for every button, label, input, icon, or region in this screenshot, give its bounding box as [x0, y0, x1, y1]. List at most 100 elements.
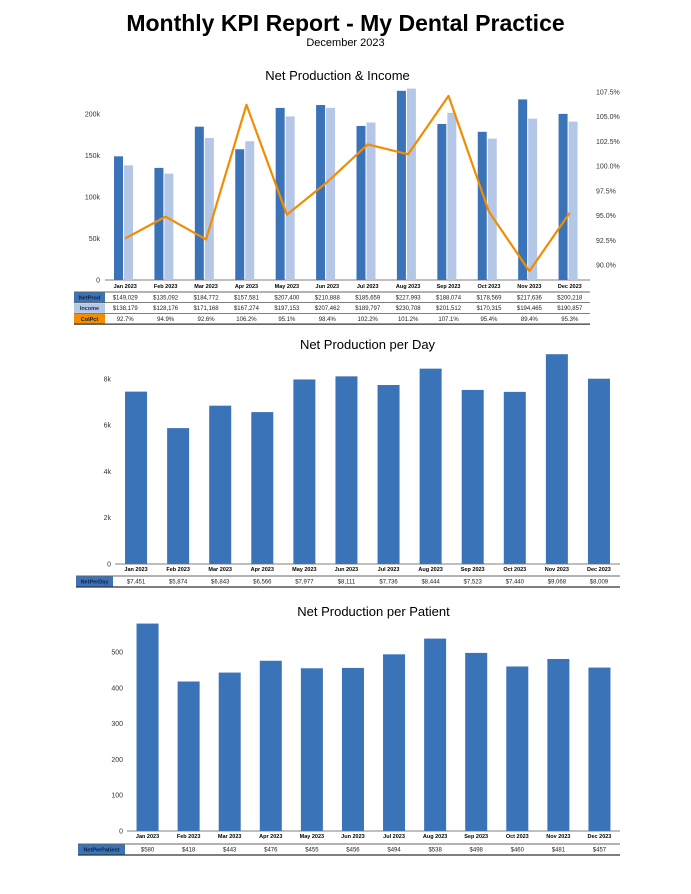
table-cell: $178,569 — [476, 295, 502, 301]
y-tick-label: 0 — [96, 278, 100, 285]
table-cell: 89.4% — [521, 317, 539, 323]
table-cell: 95.4% — [480, 317, 498, 323]
table-cell: 92.6% — [198, 317, 216, 323]
x-tick-label: Jun 2023 — [335, 567, 359, 573]
x-tick-label: May 2023 — [300, 834, 324, 840]
bar-netperday — [377, 385, 400, 564]
bar-netperday — [545, 354, 568, 564]
bar-netperpatient — [465, 652, 488, 831]
x-tick-label: Jun 2023 — [341, 834, 365, 840]
bar-income — [447, 112, 457, 280]
table-cell: $149,029 — [113, 295, 139, 301]
bar-netperday — [293, 379, 316, 564]
x-tick-label: Jan 2023 — [136, 834, 159, 840]
x-tick-label: Nov 2023 — [517, 284, 541, 290]
y-tick-label: 50k — [89, 236, 101, 243]
x-tick-label: Apr 2023 — [251, 567, 274, 573]
y-tick-label: 0 — [119, 829, 123, 836]
table-cell: $5,874 — [169, 580, 188, 586]
bar-netperpatient — [341, 667, 364, 831]
table-cell: $184,772 — [194, 295, 220, 301]
x-tick-label: Mar 2023 — [194, 284, 218, 290]
table-cell: 94.9% — [157, 317, 175, 323]
x-tick-label: Apr 2023 — [235, 284, 258, 290]
table-cell: $7,451 — [127, 580, 146, 586]
table-cell: $6,566 — [253, 580, 272, 586]
table-cell: $210,888 — [315, 295, 341, 301]
table-row-label-cell — [74, 292, 105, 303]
table-row-label: NetPerPatient — [83, 848, 119, 854]
x-tick-label: Nov 2023 — [545, 567, 569, 573]
table-cell: $498 — [470, 848, 484, 854]
table-row-label-cell — [78, 844, 125, 855]
bar-income — [285, 116, 295, 280]
bar-netperpatient — [300, 668, 323, 831]
line-colpct — [124, 94, 571, 273]
bar-netperday — [503, 391, 526, 564]
y-tick-label: 4k — [104, 469, 112, 476]
table-cell: $476 — [264, 848, 278, 854]
bar-netprod — [356, 125, 366, 280]
bar-income — [204, 137, 214, 280]
bar-netperpatient — [259, 660, 282, 831]
table-cell: 98.4% — [319, 317, 337, 323]
y2-tick-label: 92.5% — [596, 238, 616, 245]
x-tick-label: Jan 2023 — [114, 284, 137, 290]
table-cell: $443 — [223, 848, 237, 854]
y-tick-label: 400 — [111, 685, 123, 692]
table-cell: $200,218 — [557, 295, 583, 301]
y-tick-label: 200k — [85, 112, 101, 119]
x-tick-label: Oct 2023 — [506, 834, 529, 840]
bar-netprod — [194, 126, 204, 280]
bar-netprod — [396, 90, 406, 280]
chart-title: Net Production & Income — [265, 68, 410, 83]
table-cell: $455 — [305, 848, 319, 854]
y-tick-label: 0 — [107, 562, 111, 569]
y2-tick-label: 95.0% — [596, 213, 616, 220]
bar-netperday — [587, 378, 610, 564]
table-cell: $170,315 — [476, 306, 502, 312]
table-cell: $207,400 — [274, 295, 300, 301]
x-tick-label: Oct 2023 — [503, 567, 526, 573]
table-cell: $7,523 — [464, 580, 483, 586]
table-cell: $8,444 — [421, 580, 440, 586]
bar-income — [326, 107, 336, 280]
bar-income — [164, 173, 174, 280]
table-row-label: NetPerDay — [81, 580, 110, 586]
bar-income — [124, 165, 133, 280]
bar-income — [406, 88, 416, 280]
table-cell: 106.2% — [236, 317, 257, 323]
table-row-label-cell — [74, 303, 105, 313]
table-row-label-cell — [76, 576, 113, 587]
table-cell: $538 — [428, 848, 442, 854]
table-cell: 92.7% — [117, 317, 135, 323]
table-cell: 107.1% — [438, 317, 459, 323]
table-cell: 95.3% — [561, 317, 579, 323]
bar-netperpatient — [547, 658, 570, 831]
table-cell: $230,708 — [396, 306, 422, 312]
table-cell: $189,797 — [355, 306, 381, 312]
y2-tick-label: 100.0% — [596, 164, 620, 171]
x-tick-label: Jun 2023 — [316, 284, 340, 290]
y-tick-label: 2k — [104, 515, 112, 522]
x-tick-label: Dec 2023 — [588, 834, 612, 840]
y2-tick-label: 97.5% — [596, 188, 616, 195]
bar-netperpatient — [424, 638, 447, 831]
x-tick-label: Jul 2023 — [383, 834, 405, 840]
x-tick-label: Feb 2023 — [177, 834, 201, 840]
bar-netperday — [251, 412, 274, 564]
table-cell: $580 — [141, 848, 155, 854]
table-cell: $7,736 — [379, 580, 398, 586]
bar-netperpatient — [177, 681, 200, 831]
table-cell: $456 — [346, 848, 360, 854]
chart-title: Net Production per Day — [300, 337, 436, 352]
x-tick-label: Dec 2023 — [558, 284, 582, 290]
table-row-label-cell — [74, 313, 105, 324]
table-cell: $185,659 — [355, 295, 381, 301]
y-tick-label: 8k — [104, 376, 112, 383]
x-tick-label: May 2023 — [292, 567, 316, 573]
x-tick-label: Sep 2023 — [464, 834, 488, 840]
bar-netperpatient — [136, 623, 159, 831]
bar-netprod — [114, 156, 123, 280]
table-cell: $7,977 — [295, 580, 314, 586]
